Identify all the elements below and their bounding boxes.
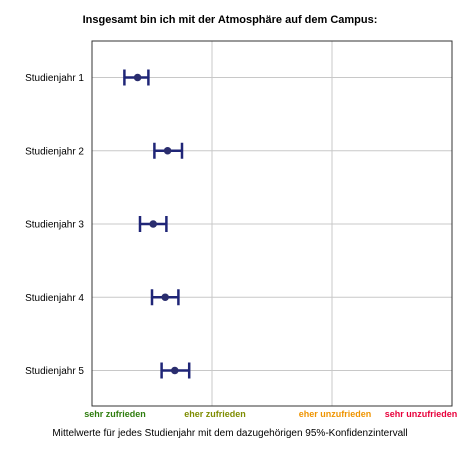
category-label: Studienjahr 1: [25, 73, 84, 84]
category-label: Studienjahr 4: [25, 293, 84, 304]
mean-point: [163, 146, 172, 155]
category-label: Studienjahr 5: [25, 366, 84, 377]
x-tick-label: sehr unzufrieden: [385, 409, 458, 419]
x-axis-caption: Mittelwerte für jedes Studienjahr mit de…: [52, 428, 408, 439]
x-tick-label: eher zufrieden: [184, 409, 246, 419]
category-label: Studienjahr 2: [25, 146, 84, 157]
mean-point: [149, 220, 157, 228]
x-tick-label: eher unzufrieden: [299, 409, 372, 419]
mean-point: [171, 366, 179, 375]
x-tick-label: sehr zufrieden: [84, 409, 146, 419]
mean-point: [161, 293, 169, 302]
mean-point: [133, 73, 142, 82]
category-label: Studienjahr 3: [25, 220, 84, 231]
chart-title: Insgesamt bin ich mit der Atmosphäre auf…: [82, 14, 378, 26]
plot-frame: [91, 40, 453, 407]
